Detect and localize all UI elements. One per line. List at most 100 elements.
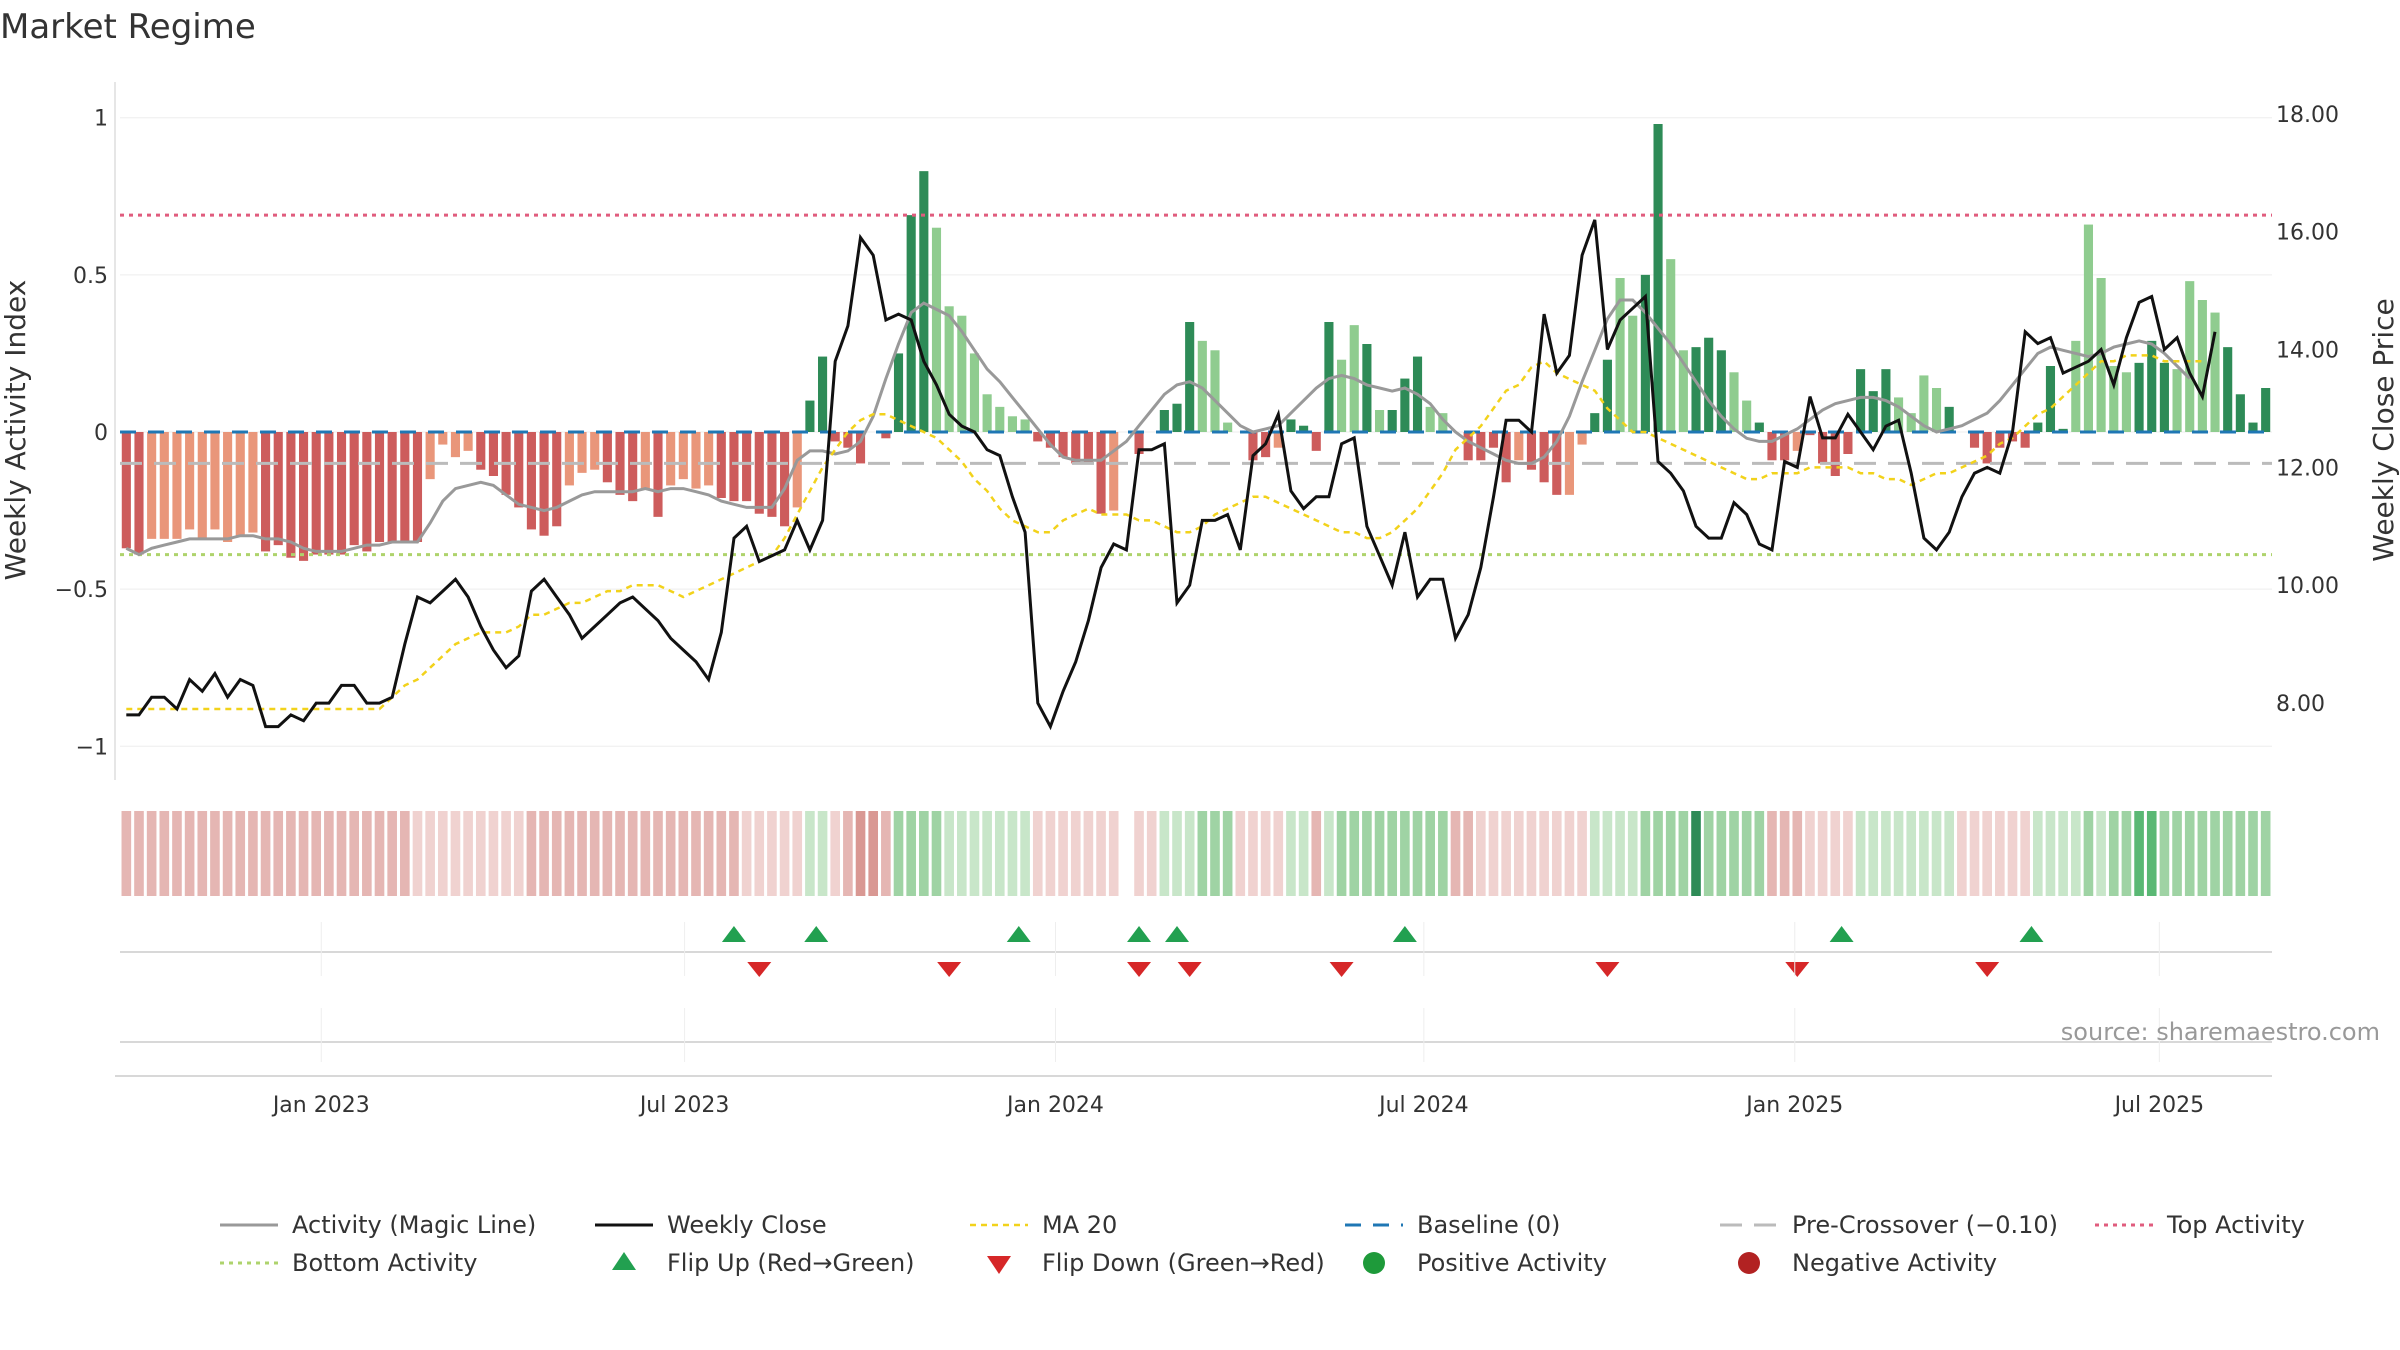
ribbon-cell xyxy=(589,811,600,896)
positive-activity-bar xyxy=(1729,372,1739,432)
negative-activity-bar xyxy=(488,432,498,476)
ribbon-cell xyxy=(1577,811,1587,896)
positive-activity-bar xyxy=(1919,375,1929,432)
ribbon-cell xyxy=(513,811,524,896)
flip-down-marker xyxy=(937,962,962,977)
ribbon-cell xyxy=(2083,811,2094,896)
positive-activity-bar xyxy=(1387,410,1397,432)
legend-label: Negative Activity xyxy=(1792,1249,1997,1277)
legend: Activity (Magic Line) Weekly Close MA 20 Ba… xyxy=(220,1211,2305,1277)
ribbon-cell xyxy=(1501,811,1511,896)
negative-activity-bar xyxy=(261,432,271,552)
negative-activity-bar xyxy=(1311,432,1321,451)
legend-item-flipdown: Flip Down (Green→Red) xyxy=(987,1249,1325,1277)
positive-activity-bar xyxy=(2159,362,2169,432)
ribbon-cell xyxy=(1615,811,1625,896)
negative-activity-bar xyxy=(1526,432,1537,470)
negative-activity-bar xyxy=(1843,432,1853,454)
flip-down-marker xyxy=(1329,962,1354,977)
ribbon-cell xyxy=(2096,811,2106,896)
negative-activity-bar xyxy=(628,432,638,502)
ribbon-cell xyxy=(298,811,309,896)
ribbon-cell xyxy=(1197,811,1208,896)
positive-activity-bar xyxy=(1020,419,1030,432)
y-axis-left-label: Weekly Activity Index xyxy=(0,280,32,581)
ribbon-cell xyxy=(754,811,765,896)
positive-activity-bar xyxy=(1299,425,1309,432)
ribbon-cell xyxy=(1146,811,1157,896)
positive-activity-bar xyxy=(1894,397,1904,432)
negative-activity-bar xyxy=(172,432,182,539)
negative-activity-bar xyxy=(539,432,549,536)
ribbon-cell xyxy=(1273,811,1284,896)
positive-activity-bar xyxy=(1628,315,1638,432)
negative-activity-bar xyxy=(843,432,853,448)
positive-activity-bar xyxy=(2071,340,2081,432)
ribbon-cell xyxy=(779,811,790,896)
legend-label: MA 20 xyxy=(1042,1211,1117,1239)
ribbon-cell xyxy=(235,811,246,896)
ribbon-cell xyxy=(1032,811,1043,896)
ribbon-cell xyxy=(1703,811,1714,896)
ribbon-cell xyxy=(2248,811,2258,896)
ribbon-cell xyxy=(2108,811,2119,896)
legend-swatch xyxy=(612,1252,636,1270)
ribbon-cell xyxy=(134,811,144,896)
legend-label: Top Activity xyxy=(2166,1211,2305,1239)
positive-activity-bar xyxy=(1742,400,1752,432)
positive-activity-bar xyxy=(1172,403,1182,432)
negative-activity-bar xyxy=(855,432,866,464)
ribbon-cell xyxy=(2134,811,2144,896)
positive-activity-bar xyxy=(2121,372,2131,432)
positive-activity-bar xyxy=(1400,378,1410,432)
ribbon-cell xyxy=(1564,811,1575,896)
y-left-tick-label: 1 xyxy=(94,107,108,132)
negative-activity-bar xyxy=(666,432,676,486)
ribbon-cell xyxy=(1741,811,1752,896)
negative-activity-bar xyxy=(311,432,321,555)
flip-down-marker xyxy=(1595,962,1620,977)
positive-activity-bar xyxy=(805,400,815,432)
positive-activity-bar xyxy=(2134,362,2144,432)
legend-item-baseline: Baseline (0) xyxy=(1345,1211,1560,1239)
ribbon-cell xyxy=(2007,811,2018,896)
ribbon-cell xyxy=(336,811,347,896)
ribbon-cell xyxy=(210,811,220,896)
positive-activity-bar xyxy=(1906,413,1916,432)
y-left-tick-label: −1 xyxy=(76,735,108,760)
negative-activity-bar xyxy=(476,432,486,470)
ribbon-cell xyxy=(1957,811,1967,896)
ribbon-cell xyxy=(1412,811,1423,896)
ribbon-cell xyxy=(1184,811,1195,896)
ribbon-cell xyxy=(1007,811,1018,896)
negative-activity-bar xyxy=(1096,432,1106,514)
positive-activity-bar xyxy=(1185,322,1195,432)
ribbon-cell xyxy=(2045,811,2056,896)
x-tick-label: Jan 2024 xyxy=(1005,1093,1104,1118)
ribbon-cell xyxy=(1539,811,1549,896)
ribbon-cell xyxy=(855,811,866,896)
legend-label: Weekly Close xyxy=(667,1211,827,1239)
ribbon-cell xyxy=(994,811,1005,896)
ribbon-cell xyxy=(1045,811,1056,896)
ribbon-cell xyxy=(741,811,752,896)
ribbon-cell xyxy=(146,811,157,896)
positive-activity-bar xyxy=(1159,410,1169,432)
negative-activity-bar xyxy=(590,432,600,470)
positive-activity-bar xyxy=(1691,347,1701,432)
ribbon-cell xyxy=(1362,811,1372,896)
flip-markers xyxy=(120,926,2272,1043)
ribbon-cell xyxy=(1729,811,1739,896)
positive-activity-bar xyxy=(2185,281,2195,432)
negative-activity-bar xyxy=(552,432,562,527)
negative-activity-bar xyxy=(1501,432,1511,483)
ribbon-cell xyxy=(640,811,651,896)
ribbon-cell xyxy=(1134,811,1144,896)
x-tick-label: Jul 2023 xyxy=(638,1093,730,1118)
negative-activity-bar xyxy=(1805,432,1815,436)
negative-activity-bar xyxy=(438,432,448,445)
negative-activity-bar xyxy=(729,432,739,502)
chart-title: Market Regime xyxy=(0,7,256,47)
negative-activity-bar xyxy=(362,432,372,552)
